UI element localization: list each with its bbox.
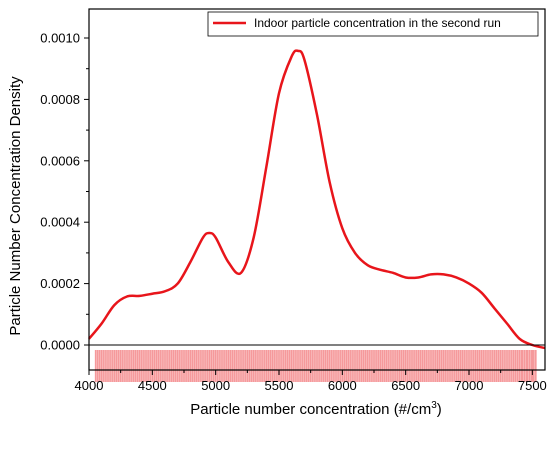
tick-layer: 4000 4500 5000 5500 6000 6500 7000 7500 0.0000 0.… (40, 31, 547, 394)
y-tick-label: 0.0008 (40, 92, 80, 107)
x-tick-label: 4000 (75, 378, 104, 393)
legend-label: Indoor particle concentration in the sec… (254, 16, 501, 30)
rug-plot (94, 350, 538, 382)
x-tick-label: 5000 (201, 378, 230, 393)
x-tick-label: 6000 (328, 378, 357, 393)
x-tick-label: 4500 (138, 378, 167, 393)
x-tick-label: 6500 (391, 378, 420, 393)
y-tick-label: 0.0006 (40, 153, 80, 168)
axes (88, 8, 546, 371)
series-layer (88, 49, 546, 350)
y-tick-label: 0.0002 (40, 276, 80, 291)
y-tick-label: 0.0004 (40, 215, 80, 230)
y-axis-title: Particle Number Concentration Density (7, 76, 24, 336)
x-tick-label: 7500 (518, 378, 547, 393)
y-tick-label: 0.0010 (40, 31, 80, 46)
x-axis-title: Particle number concentration (#/cm3) (190, 400, 442, 418)
plot-frame (88, 8, 546, 371)
y-tick-label: 0.0000 (40, 338, 80, 353)
x-tick-label: 7000 (455, 378, 484, 393)
x-tick-label: 5500 (265, 378, 294, 393)
legend-box (207, 11, 539, 37)
legend: Indoor particle concentration in the sec… (207, 11, 539, 37)
series-line (88, 49, 546, 350)
